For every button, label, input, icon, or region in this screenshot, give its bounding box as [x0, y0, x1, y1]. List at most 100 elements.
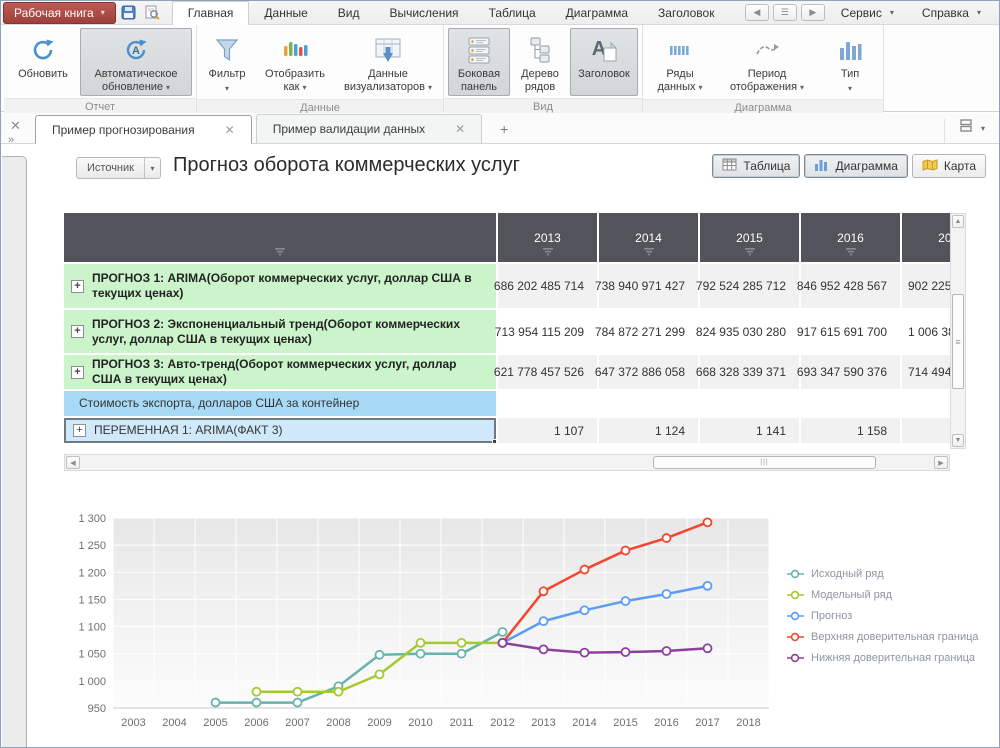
menu-tab-view[interactable]: Вид — [337, 5, 360, 20]
source-button[interactable]: Источник ▾ — [76, 157, 161, 179]
table-cell[interactable]: 1 158 — [801, 418, 900, 443]
menu-tab-data[interactable]: Данные — [264, 5, 308, 20]
table-cell[interactable] — [902, 418, 950, 443]
menu-tab-chart[interactable]: Диаграмма — [565, 5, 629, 20]
expand-icon[interactable]: + — [73, 424, 86, 437]
display-period-button[interactable]: Период отображения ▾ — [715, 28, 819, 97]
table-cell[interactable]: 621 778 457 526 — [494, 355, 597, 389]
scroll-left-button[interactable]: ◀ — [66, 456, 80, 469]
filter-icon[interactable] — [542, 245, 554, 259]
filter-icon[interactable] — [274, 245, 286, 259]
side-panel-button[interactable]: Боковая панель — [448, 28, 510, 96]
tab-list-button[interactable]: ☰ — [772, 4, 797, 21]
legend-item[interactable]: Прогноз — [787, 610, 979, 622]
filter-icon[interactable] — [744, 245, 756, 259]
table-cell[interactable]: 1 124 — [599, 418, 698, 443]
map-view-button[interactable]: Карта — [911, 154, 986, 178]
year-column-header[interactable]: 2017 — [902, 213, 950, 262]
row-label-forecast-3[interactable]: + ПРОГНОЗ 3: Авто-тренд(Оборот коммерчес… — [64, 355, 496, 389]
filter-button[interactable]: Фильтр ▾ — [201, 28, 253, 97]
tab-scroll-right-button[interactable]: ▶ — [800, 4, 825, 21]
expand-icon[interactable]: + — [71, 325, 84, 338]
vertical-scrollbar[interactable]: ▲ ≡ ▼ — [950, 213, 966, 449]
row-label-forecast-1[interactable]: + ПРОГНОЗ 1: ARIMA(Оборот коммерческих у… — [64, 264, 496, 308]
menu-help[interactable]: Справка ▾ — [921, 5, 981, 20]
doc-tab-forecast-example[interactable]: Пример прогнозирования ✕ — [35, 115, 252, 144]
legend-item[interactable]: Нижняя доверительная граница — [787, 652, 979, 664]
table-cell[interactable]: 738 940 971 427 — [595, 264, 698, 308]
table-cell[interactable]: 1 006 383 — [902, 310, 950, 353]
expand-panel-icon[interactable]: » — [8, 134, 15, 146]
new-tab-button[interactable]: + — [500, 121, 509, 137]
print-preview-icon[interactable] — [142, 3, 162, 23]
legend-item[interactable]: Верхняя доверительная граница — [787, 631, 979, 643]
row-label-variable-1[interactable]: + ПЕРЕМЕННАЯ 1: ARIMA(ФАКТ 3) — [64, 418, 497, 444]
chart-type-button[interactable]: Тип ▾ — [821, 28, 879, 97]
legend-item[interactable]: Модельный ряд — [787, 589, 979, 601]
table-cell[interactable] — [700, 391, 799, 416]
table-cell[interactable]: 647 372 886 058 — [595, 355, 698, 389]
scroll-right-button[interactable]: ▶ — [934, 456, 948, 469]
table-cell[interactable]: 1 141 — [700, 418, 799, 443]
table-cell[interactable]: 846 952 428 567 — [797, 264, 900, 308]
table-cell[interactable]: 784 872 271 299 — [595, 310, 698, 353]
forecast-line-chart[interactable]: 950 1 000 1 050 1 100 1 150 1 200 1 250 1 300 20… — [64, 498, 780, 748]
scroll-up-button[interactable]: ▲ — [952, 215, 964, 228]
row-label-variable-group[interactable]: Стоимость экспорта, долларов США за конт… — [64, 391, 496, 416]
visualizer-data-button[interactable]: Данные визуализаторов ▾ — [337, 28, 439, 97]
table-cell[interactable]: 693 347 590 376 — [797, 355, 900, 389]
table-view-button[interactable]: Таблица — [712, 154, 801, 178]
auto-refresh-button[interactable]: A Автоматическое обновление ▾ — [80, 28, 192, 96]
filter-icon[interactable] — [845, 245, 857, 259]
table-corner-header[interactable] — [64, 213, 496, 262]
chart-view-button[interactable]: Диаграмма — [804, 154, 908, 178]
display-as-button[interactable]: Отобразить как ▾ — [255, 28, 335, 97]
expand-icon[interactable]: + — [71, 279, 84, 293]
series-tree-button[interactable]: Дерево рядов — [512, 28, 568, 96]
split-view-icon[interactable] — [959, 119, 973, 137]
table-cell[interactable]: 917 615 691 700 — [797, 310, 900, 353]
year-column-header[interactable]: 2014 — [599, 213, 698, 262]
horizontal-scrollbar[interactable]: ◀ ||| ▶ — [64, 454, 950, 471]
table-cell[interactable]: 902 225 — [902, 264, 950, 308]
horizontal-scroll-thumb[interactable]: ||| — [653, 456, 876, 469]
table-cell[interactable]: 714 494 — [902, 355, 950, 389]
data-series-button[interactable]: Ряды данных ▾ — [647, 28, 713, 97]
chevron-down-icon[interactable]: ▾ — [980, 123, 985, 133]
table-cell[interactable] — [801, 391, 900, 416]
expand-icon[interactable]: + — [71, 365, 84, 379]
table-cell[interactable]: 792 524 285 712 — [696, 264, 799, 308]
header-button[interactable]: A Заголовок — [570, 28, 638, 96]
filter-icon[interactable] — [643, 245, 655, 259]
year-column-header[interactable]: 2016 — [801, 213, 900, 262]
workbook-menu-button[interactable]: Рабочая книга ▾ — [3, 1, 116, 24]
menu-tab-calculations[interactable]: Вычисления — [389, 5, 459, 20]
menu-tab-table[interactable]: Таблица — [488, 5, 536, 20]
row-label-forecast-2[interactable]: + ПРОГНОЗ 2: Экспоненциальный тренд(Обор… — [64, 310, 496, 353]
table-cell[interactable]: 668 328 339 371 — [696, 355, 799, 389]
table-cell[interactable] — [902, 391, 950, 416]
scroll-down-button[interactable]: ▼ — [952, 434, 964, 447]
table-cell[interactable] — [599, 391, 698, 416]
menu-tab-header[interactable]: Заголовок — [658, 5, 715, 20]
close-icon[interactable]: ✕ — [224, 122, 235, 137]
close-icon[interactable]: ✕ — [455, 122, 466, 136]
legend-item[interactable]: Исходный ряд — [787, 568, 979, 580]
year-column-header[interactable]: 2015 — [700, 213, 799, 262]
vertical-scroll-thumb[interactable]: ≡ — [952, 294, 964, 389]
menu-tab-home[interactable]: Главная — [171, 1, 250, 25]
doc-tab-validation-example[interactable]: Пример валидации данных ✕ — [255, 114, 483, 143]
table-cell[interactable]: 824 935 030 280 — [696, 310, 799, 353]
refresh-button[interactable]: Обновить — [8, 28, 78, 96]
save-icon[interactable] — [119, 3, 139, 23]
table-cell[interactable]: 686 202 485 714 — [494, 264, 597, 308]
collapsed-side-panel[interactable] — [2, 156, 27, 747]
year-column-header[interactable]: 2013 — [498, 213, 597, 262]
table-cell[interactable]: 1 107 — [498, 418, 597, 443]
tab-scroll-left-button[interactable]: ◀ — [744, 4, 769, 21]
table-cell[interactable]: 713 954 115 209 — [495, 310, 597, 353]
close-icon[interactable]: ✕ — [10, 118, 21, 133]
selection-fill-handle[interactable] — [492, 439, 497, 444]
table-cell[interactable] — [498, 391, 597, 416]
menu-service[interactable]: Сервис ▾ — [840, 5, 894, 20]
